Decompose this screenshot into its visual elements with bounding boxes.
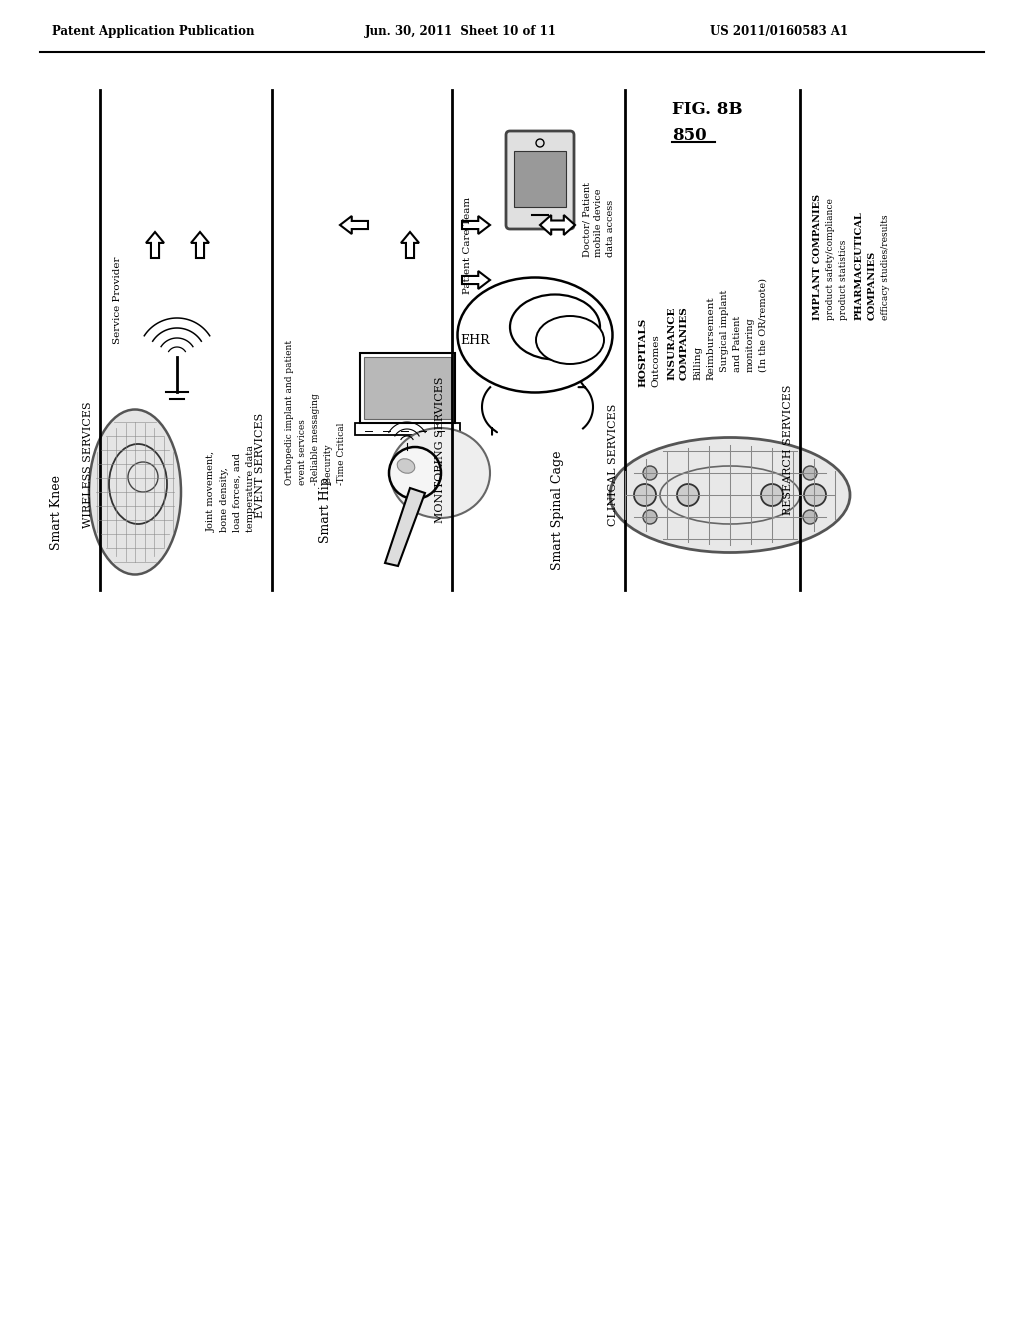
Text: FIG. 8B: FIG. 8B <box>672 102 742 119</box>
Text: mobile device: mobile device <box>594 189 603 257</box>
Text: COMPANIES: COMPANIES <box>680 306 689 380</box>
Circle shape <box>803 510 817 524</box>
Circle shape <box>803 466 817 480</box>
Polygon shape <box>340 216 368 234</box>
Text: load forces, and: load forces, and <box>233 453 242 532</box>
Text: Smart Hip: Smart Hip <box>318 477 332 543</box>
Ellipse shape <box>610 437 850 553</box>
Text: Billing: Billing <box>693 346 702 380</box>
Text: Jun. 30, 2011  Sheet 10 of 11: Jun. 30, 2011 Sheet 10 of 11 <box>365 25 557 38</box>
Text: Surgical implant: Surgical implant <box>720 289 729 372</box>
Text: product statistics: product statistics <box>839 240 848 319</box>
Bar <box>360 352 455 422</box>
Polygon shape <box>146 232 164 257</box>
Text: Patient Care Team: Patient Care Team <box>464 197 472 293</box>
Text: monitoring: monitoring <box>746 317 755 372</box>
Text: EMR: EMR <box>562 335 588 345</box>
Text: (In the OR/remote): (In the OR/remote) <box>759 279 768 372</box>
Text: data access: data access <box>606 199 615 257</box>
Text: US 2011/0160583 A1: US 2011/0160583 A1 <box>710 25 848 38</box>
Polygon shape <box>462 271 490 289</box>
Text: Reimbursement: Reimbursement <box>706 297 715 380</box>
Circle shape <box>677 484 699 506</box>
Text: MONITORING SERVICES: MONITORING SERVICES <box>435 376 445 523</box>
Ellipse shape <box>397 459 415 474</box>
Text: 850: 850 <box>672 127 707 144</box>
Text: HOSPITALS: HOSPITALS <box>638 318 647 387</box>
Text: Orthopedic implant and patient: Orthopedic implant and patient <box>285 339 294 484</box>
Ellipse shape <box>390 428 490 517</box>
Ellipse shape <box>536 315 604 364</box>
Text: Smart Spinal Cage: Smart Spinal Cage <box>552 450 564 570</box>
Text: bone density,: bone density, <box>220 467 229 532</box>
Polygon shape <box>401 232 419 257</box>
Text: -Time Critical: -Time Critical <box>337 422 346 484</box>
Ellipse shape <box>510 294 600 359</box>
Ellipse shape <box>458 277 612 392</box>
Polygon shape <box>191 232 209 257</box>
Text: Outcomes: Outcomes <box>651 334 660 387</box>
Polygon shape <box>540 215 575 235</box>
Text: Smart Knee: Smart Knee <box>49 474 62 549</box>
Text: CLINICAL SERVICES: CLINICAL SERVICES <box>608 404 618 527</box>
Text: Doctor/ Patient: Doctor/ Patient <box>582 182 591 257</box>
Text: and Patient: and Patient <box>733 315 742 372</box>
Text: Patent Application Publication: Patent Application Publication <box>52 25 255 38</box>
Circle shape <box>406 449 409 453</box>
Bar <box>514 150 566 207</box>
Text: product safety/compliance: product safety/compliance <box>826 198 835 319</box>
Ellipse shape <box>389 447 441 499</box>
Text: Joint movement,: Joint movement, <box>207 451 216 532</box>
Text: EVENT SERVICES: EVENT SERVICES <box>255 412 265 517</box>
Text: event services: event services <box>298 420 307 484</box>
Text: COMPANIES: COMPANIES <box>868 251 877 319</box>
Circle shape <box>643 466 657 480</box>
Text: efficacy studies/results: efficacy studies/results <box>881 214 890 319</box>
Circle shape <box>804 484 826 506</box>
FancyBboxPatch shape <box>506 131 574 228</box>
Text: temperature data: temperature data <box>246 445 255 532</box>
Text: PHR: PHR <box>544 310 570 323</box>
Text: IMPLANT COMPANIES: IMPLANT COMPANIES <box>813 194 822 319</box>
Text: -Security: -Security <box>324 444 333 484</box>
Text: RESEARCH SERVICES: RESEARCH SERVICES <box>783 384 793 515</box>
Text: WIRELESS SERVICES: WIRELESS SERVICES <box>83 401 93 528</box>
Polygon shape <box>385 488 425 566</box>
Text: Service Provider: Service Provider <box>114 256 123 343</box>
Circle shape <box>761 484 783 506</box>
Bar <box>355 422 460 436</box>
Polygon shape <box>462 216 490 234</box>
Circle shape <box>634 484 656 506</box>
Text: EHR: EHR <box>460 334 489 346</box>
Ellipse shape <box>89 409 181 574</box>
Circle shape <box>643 510 657 524</box>
Bar <box>364 356 451 418</box>
Text: INSURANCE: INSURANCE <box>667 306 676 380</box>
Text: PHARMACEUTICAL: PHARMACEUTICAL <box>855 211 864 319</box>
Text: -Reliable messaging: -Reliable messaging <box>311 393 319 484</box>
